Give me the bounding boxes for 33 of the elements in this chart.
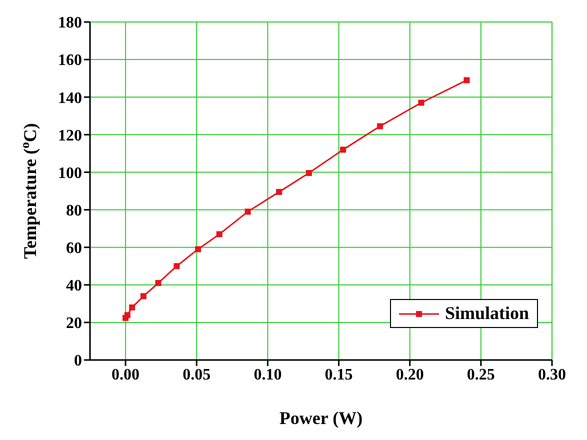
x-tick-label: 0.25 bbox=[466, 366, 495, 384]
point bbox=[464, 77, 470, 84]
x-tick-label: 0.20 bbox=[396, 366, 424, 384]
point bbox=[306, 170, 312, 176]
x-tick-label: 0.00 bbox=[112, 366, 140, 384]
y-tick-label: 0 bbox=[74, 352, 82, 370]
legend-label: Simulation bbox=[444, 303, 529, 324]
y-tick-label: 80 bbox=[66, 202, 82, 220]
x-tick-label: 0.30 bbox=[538, 366, 566, 384]
y-tick-label: 100 bbox=[58, 164, 82, 182]
point bbox=[244, 208, 251, 215]
y-tick-label: 180 bbox=[58, 14, 82, 32]
point bbox=[140, 293, 146, 300]
y-tick-label: 60 bbox=[66, 240, 82, 258]
point bbox=[276, 188, 282, 195]
y-tick-label: 160 bbox=[58, 52, 82, 70]
y-tick-label: 20 bbox=[66, 315, 82, 332]
point bbox=[129, 304, 136, 310]
y-tick-label: 40 bbox=[66, 278, 82, 295]
y-tick-label: 140 bbox=[58, 90, 82, 107]
x-axis-title: Power (W) bbox=[279, 408, 363, 428]
x-tick-label: 0.15 bbox=[324, 366, 353, 384]
point bbox=[376, 123, 383, 130]
point bbox=[174, 263, 180, 270]
point bbox=[124, 312, 130, 318]
point bbox=[216, 231, 222, 238]
point bbox=[418, 100, 424, 106]
x-tick-label: 0.10 bbox=[254, 366, 282, 384]
point bbox=[155, 280, 162, 286]
point bbox=[340, 146, 346, 153]
point bbox=[195, 246, 202, 252]
x-tick-label: 0.05 bbox=[182, 366, 211, 384]
y-tick-label: 120 bbox=[58, 127, 82, 144]
